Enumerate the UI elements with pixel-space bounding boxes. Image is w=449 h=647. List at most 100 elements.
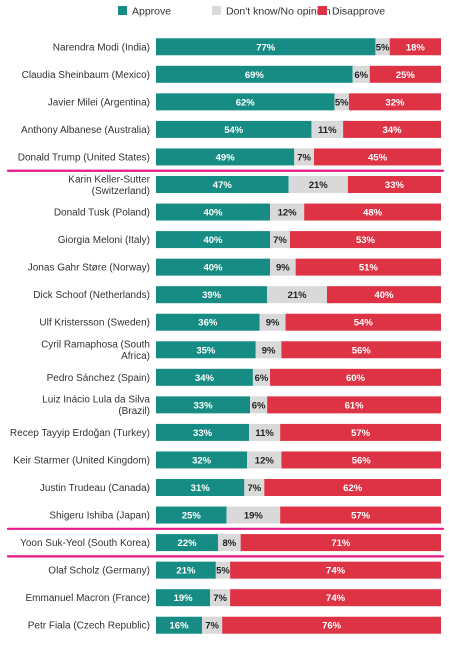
row: Anthony Albanese (Australia) 54% 11% 34% [21,120,441,138]
row-label: Emmanuel Macron (France) [26,593,150,604]
legend-item-disapprove: Disapprove [318,6,385,18]
bar-no_opinion [249,423,281,441]
value-label-no_opinion: 6% [354,70,368,81]
row-label: Donald Trump (United States) [18,152,150,163]
value-label-no_opinion: 9% [276,263,290,274]
row: Justin Trudeau (Canada) 31% 7% 62% [40,479,441,496]
value-label-no_opinion: 5% [335,97,349,108]
bar-no_opinion [334,93,349,111]
legend-label-disapprove: Disapprove [332,6,385,18]
bar-disapprove [230,561,441,579]
value-label-approve: 21% [176,566,196,577]
bar-disapprove [270,368,441,386]
value-label-disapprove: 54% [354,318,374,329]
bar-approve [156,368,253,386]
row: Recep Tayyip Erdoğan (Turkey) 33% 11% 57% [10,423,441,441]
bar-disapprove [348,93,441,111]
bar-approve [156,451,248,469]
value-label-no_opinion: 7% [297,152,311,163]
bar-disapprove [304,203,441,221]
bar-disapprove [280,506,441,524]
row-label: Anthony Albanese (Australia) [21,125,150,136]
value-label-approve: 54% [224,125,244,136]
value-label-no_opinion: 9% [266,318,280,329]
row: Jonas Gahr Støre (Norway) 40% 9% 51% [28,258,441,276]
bar-disapprove [267,396,441,414]
bar-approve [156,396,251,414]
row: Pedro Sánchez (Spain) 34% 6% 60% [47,368,441,386]
value-label-approve: 62% [236,97,256,108]
bar-no_opinion [259,313,286,331]
legend-swatch-approve [118,6,127,15]
chart-rows: Narendra Modi (India) 77% 5% 18% Claudia She… [6,38,445,634]
bar-approve [156,561,216,579]
value-label-disapprove: 56% [352,345,372,356]
bar-approve [156,65,353,83]
bar-no_opinion [288,176,348,193]
bar-no_opinion [255,341,282,359]
bar-disapprove [281,451,441,469]
value-label-approve: 77% [256,42,276,53]
row: Keir Starmer (United Kingdom) 32% 12% 56% [13,451,441,469]
row: Ulf Kristersson (Sweden) 36% 9% 54% [39,313,441,331]
bar-approve [156,203,270,221]
value-label-disapprove: 74% [326,566,346,577]
bar-approve [156,148,295,166]
value-label-no_opinion: 11% [255,428,274,439]
bar-approve [156,176,289,193]
row-label: Olaf Scholz (Germany) [48,566,150,577]
bar-approve [156,231,270,249]
bar-approve [156,506,227,524]
value-label-disapprove: 32% [385,97,405,108]
value-label-approve: 47% [213,180,233,191]
bar-disapprove [347,176,441,193]
row-label: Claudia Sheinbaum (Mexico) [22,70,150,81]
bar-no_opinion [247,451,282,469]
value-label-disapprove: 62% [343,483,363,494]
legend-swatch-disapprove [318,6,327,15]
row: Claudia Sheinbaum (Mexico) 69% 6% 25% [22,65,441,83]
value-label-disapprove: 76% [322,621,342,632]
legend-swatch-no_opinion [212,6,221,15]
bar-disapprove [281,341,441,359]
value-label-no_opinion: 21% [309,180,329,191]
bar-disapprove [343,120,441,138]
value-label-disapprove: 74% [326,593,346,604]
bar-no_opinion [270,203,305,221]
value-label-no_opinion: 19% [244,511,264,522]
bar-approve [156,258,270,276]
legend-item-no_opinion: Don't know/No opinion [212,6,331,18]
bar-approve [156,93,335,111]
bar-no_opinion [215,561,231,579]
bar-no_opinion [244,479,265,496]
row: Olaf Scholz (Germany) 21% 5% 74% [48,561,441,579]
value-label-approve: 31% [191,483,211,494]
row: Petr Fiala (Czech Republic) 16% 7% 76% [28,616,441,634]
bar-disapprove [389,38,441,56]
bar-approve [156,589,211,607]
bar-no_opinion [375,38,390,56]
value-label-disapprove: 40% [374,290,394,301]
value-label-approve: 34% [195,373,215,384]
value-label-disapprove: 60% [346,373,366,384]
legend-label-approve: Approve [132,6,171,18]
legend-label-no_opinion: Don't know/No opinion [226,6,331,18]
bar-no_opinion [270,258,296,276]
bar-no_opinion [294,148,315,166]
row-label: Keir Starmer (United Kingdom) [13,455,150,466]
bar-disapprove [327,286,441,304]
row: Narendra Modi (India) 77% 5% 18% [53,38,441,56]
bar-approve [156,286,268,304]
bar-approve [156,341,256,359]
value-label-approve: 49% [216,152,236,163]
row: Donald Tusk (Poland) 40% 12% 48% [54,203,441,221]
bar-no_opinion [267,286,327,304]
value-label-no_opinion: 12% [255,455,275,466]
value-label-approve: 16% [170,621,190,632]
row-label: Javier Milei (Argentina) [48,97,150,108]
bar-no_opinion [210,589,231,607]
row-label: Giorgia Meloni (Italy) [58,235,150,246]
bar-approve [156,616,203,634]
row-label: Yoon Suk-Yeol (South Korea) [20,538,150,549]
